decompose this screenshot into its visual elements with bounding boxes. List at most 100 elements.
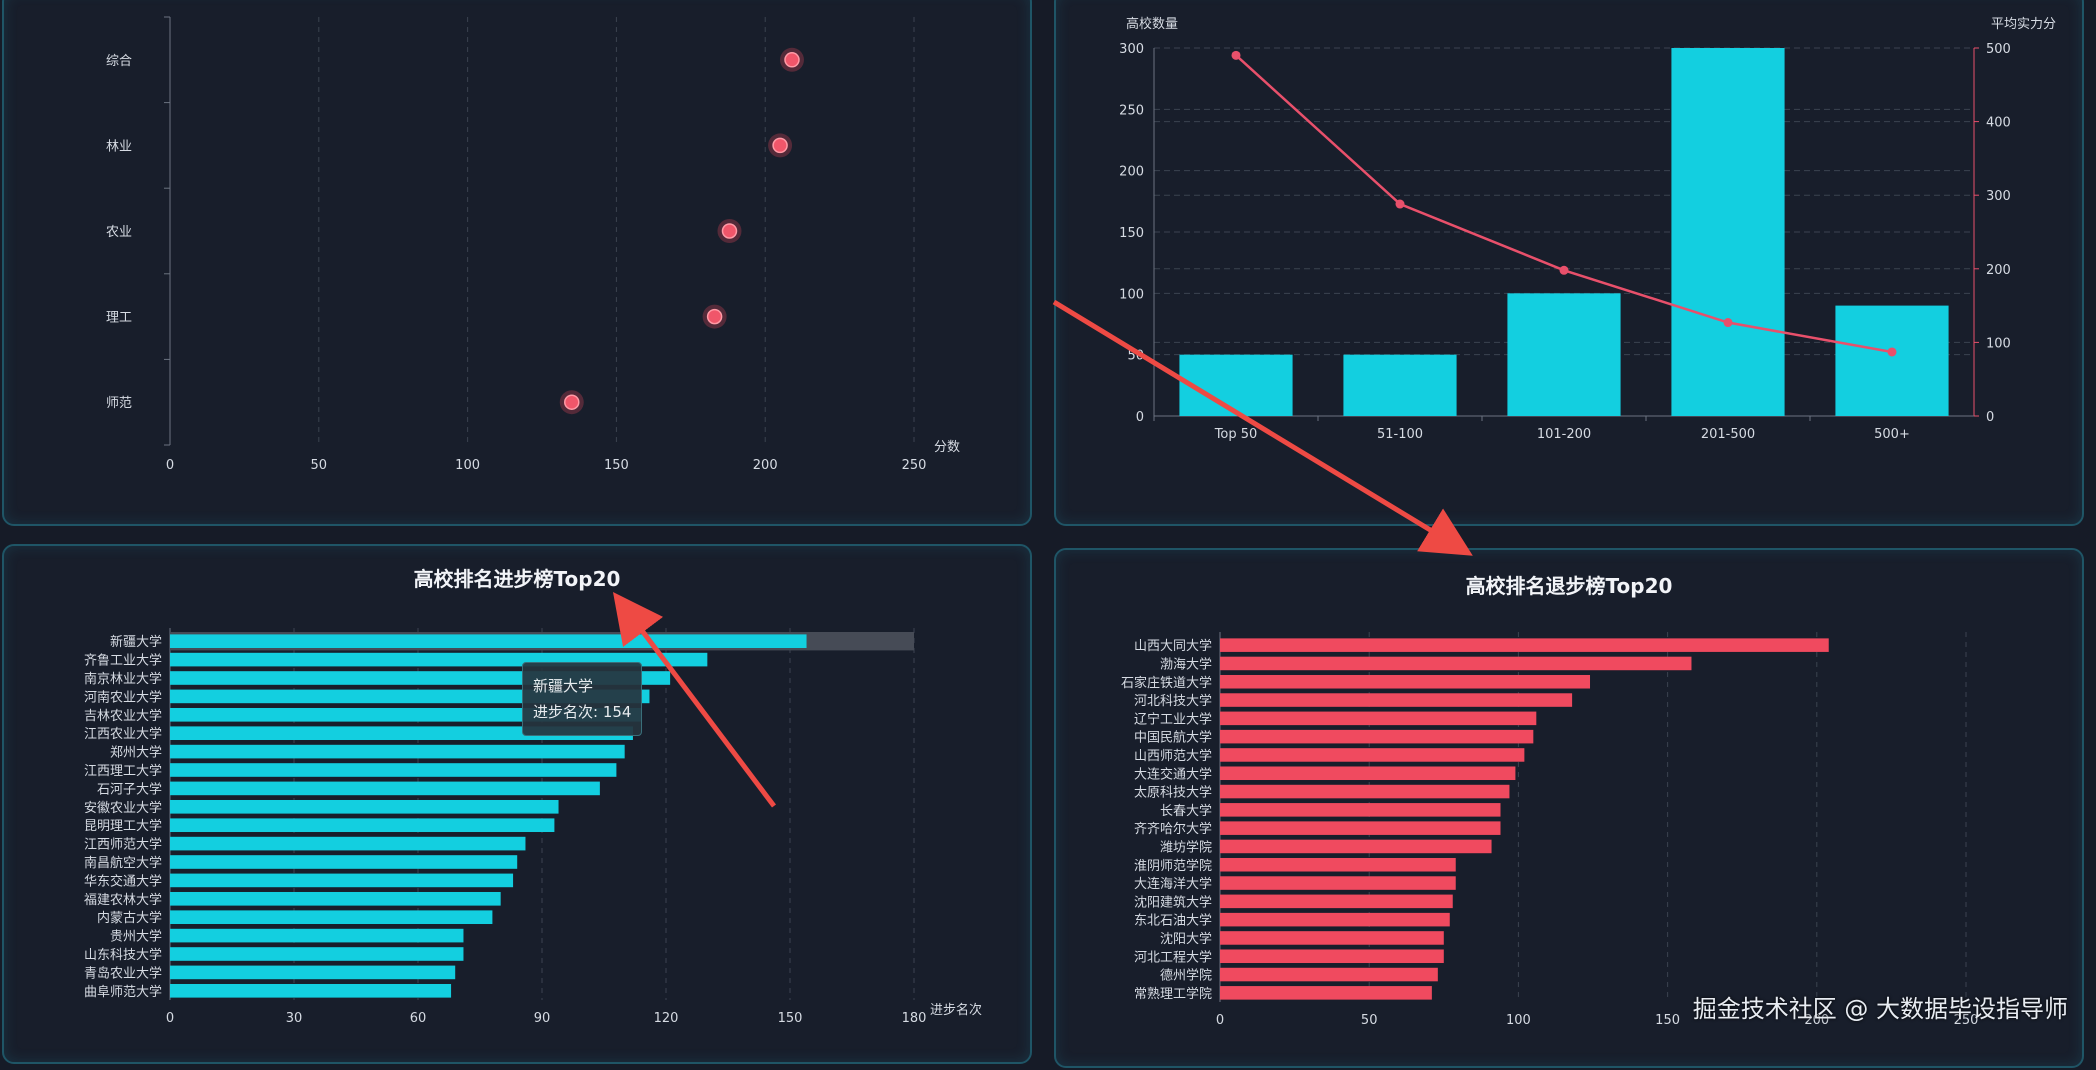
university-bar — [1220, 949, 1444, 964]
university-label: 沈阳建筑大学 — [1134, 894, 1212, 910]
university-bar — [1220, 803, 1501, 817]
x-tick-label: 0 — [166, 1011, 174, 1026]
university-label: 山东科技大学 — [84, 947, 162, 963]
avg-score-point — [1395, 199, 1405, 209]
avg-score-point — [1723, 318, 1733, 328]
arrow-to-decline-chart — [1052, 299, 1473, 556]
x-tick-label: 250 — [902, 458, 927, 473]
university-label: 南京林业大学 — [84, 671, 162, 687]
university-bar — [170, 855, 518, 869]
university-label: 河南农业大学 — [84, 689, 162, 705]
x-tick-label: 200 — [1804, 1013, 1829, 1028]
university-bar — [1220, 711, 1537, 726]
y-right-tick-label: 400 — [1986, 116, 2011, 131]
university-label: 曲阜师范大学 — [84, 984, 162, 1000]
score-scatter-panel: 0 50 100 150 200 250 分数 综合 林业 农业 理工 师范 — [2, 0, 1032, 526]
x-axis-name: 分数 — [934, 440, 960, 455]
y-right-tick-label: 200 — [1986, 263, 2011, 278]
tier-bar-line-panel: 0 50 100 150 200 250 300 0 100 200 300 400 500 高校数量 平均… — [1054, 0, 2084, 526]
arrow-to-progress-title — [612, 592, 776, 808]
y-category-label: 师范 — [106, 396, 132, 411]
university-bar — [170, 744, 625, 759]
university-label: 齐齐哈尔大学 — [1134, 821, 1212, 837]
x-tick-label: 180 — [902, 1011, 927, 1026]
avg-score-point — [1231, 50, 1241, 60]
university-label: 郑州大学 — [110, 745, 162, 761]
university-label: 辽宁工业大学 — [1134, 711, 1212, 727]
progress-top20-panel: 高校排名进步榜Top20 0 30 60 90 120 150 180 进步名次 新疆大学 齐鲁工… — [2, 544, 1032, 1064]
x-tick-label: 150 — [778, 1011, 803, 1026]
university-bar — [170, 726, 633, 741]
university-label: 中国民航大学 — [1134, 730, 1212, 746]
y-left-tick-label: 300 — [1119, 42, 1144, 57]
y-right-tick-label: 300 — [1986, 189, 2011, 204]
university-bar — [1220, 638, 1829, 652]
scatter-point — [784, 52, 800, 68]
x-tick-label: 200 — [753, 458, 778, 473]
y-left-tick-label: 0 — [1136, 410, 1144, 425]
x-category-label: Top 50 — [1214, 427, 1258, 442]
decline-top20-panel: 高校排名退步榜Top20 0 50 100 150 200 250 山西大同大学 渤海大学 石家… — [1054, 548, 2084, 1068]
tooltip-value: 154 — [602, 703, 632, 721]
x-tick-label: 150 — [1655, 1013, 1680, 1028]
university-label: 德州学院 — [1160, 968, 1212, 984]
university-bar — [1220, 656, 1692, 671]
university-label: 沈阳大学 — [1160, 931, 1212, 947]
university-label: 安徽农业大学 — [84, 800, 162, 816]
progress-chart-title: 高校排名进步榜Top20 — [413, 567, 621, 591]
university-label: 新疆大学 — [110, 634, 162, 650]
decline-chart-title: 高校排名退步榜Top20 — [1465, 574, 1673, 598]
y-right-tick-label: 0 — [1986, 410, 1994, 425]
university-label: 江西师范大学 — [84, 837, 162, 853]
x-tick-label: 0 — [166, 458, 174, 473]
x-category-label: 500+ — [1874, 427, 1910, 442]
university-bar — [170, 873, 514, 888]
y-category-label: 综合 — [106, 54, 132, 69]
university-bar — [1220, 876, 1456, 890]
university-label: 昆明理工大学 — [84, 818, 162, 834]
decline-top20-chart: 0 50 100 150 200 250 山西大同大学渤海大学石家庄铁道大学河北科技大学辽宁… — [1121, 632, 1979, 1028]
y-right-tick-label: 100 — [1986, 336, 2011, 351]
university-bar — [1220, 693, 1573, 707]
scatter-point — [564, 394, 580, 410]
x-tick-label: 50 — [1361, 1013, 1378, 1028]
university-label: 渤海大学 — [1160, 656, 1212, 672]
y-left-axis-name: 高校数量 — [1126, 16, 1178, 32]
x-tick-label: 30 — [286, 1011, 303, 1026]
university-bar — [170, 910, 493, 925]
x-tick-label: 150 — [604, 458, 629, 473]
university-bar — [170, 983, 452, 998]
university-label: 太原科技大学 — [1134, 785, 1212, 801]
annotation-arrows — [612, 299, 1473, 808]
university-label: 华东交通大学 — [84, 873, 162, 889]
x-tick-label: 0 — [1216, 1013, 1224, 1028]
y-left-tick-label: 200 — [1119, 165, 1144, 180]
tooltip-university-name: 新疆大学 — [533, 677, 594, 695]
university-bar — [170, 836, 526, 851]
university-bar — [1220, 766, 1516, 781]
count-bar — [1835, 305, 1949, 416]
x-tick-label: 250 — [1954, 1013, 1979, 1028]
y-category-label: 农业 — [106, 225, 132, 240]
y-left-tick-label: 100 — [1119, 287, 1144, 302]
x-tick-label: 60 — [410, 1011, 427, 1026]
university-bar — [1220, 894, 1453, 909]
y-right-axis-name: 平均实力分 — [1991, 17, 2056, 32]
x-tick-label: 100 — [455, 458, 480, 473]
university-label: 石河子大学 — [97, 781, 162, 797]
count-bar — [1343, 354, 1457, 416]
x-category-label: 51-100 — [1377, 427, 1423, 442]
university-bar — [170, 763, 617, 777]
bar-tooltip: 新疆大学 进步名次: 154 — [522, 662, 643, 736]
university-label: 潍坊学院 — [1160, 839, 1212, 855]
university-bar — [170, 781, 600, 796]
university-bar — [1220, 674, 1591, 689]
university-bar — [1220, 821, 1501, 835]
y-category-label: 理工 — [106, 311, 132, 326]
university-bar — [1220, 784, 1510, 799]
y-left-tick-label: 250 — [1119, 103, 1144, 118]
university-label: 大连海洋大学 — [1134, 876, 1212, 892]
university-label: 吉林农业大学 — [84, 708, 162, 724]
avg-score-point — [1887, 347, 1897, 357]
scatter-point — [721, 223, 738, 239]
